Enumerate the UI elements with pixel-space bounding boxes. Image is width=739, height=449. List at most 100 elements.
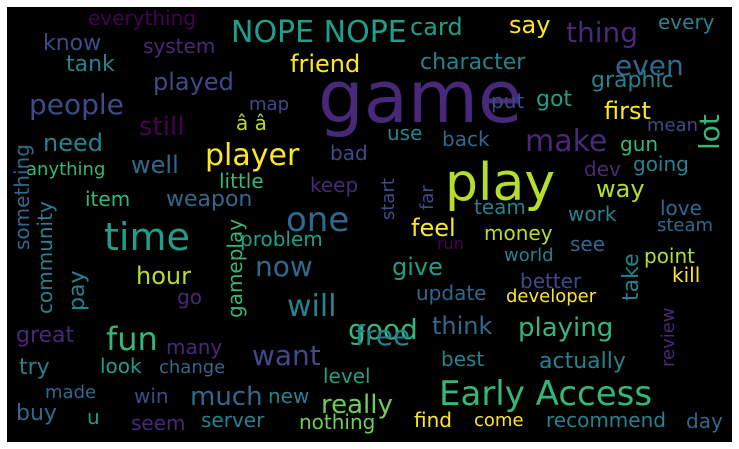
word-player: player xyxy=(205,138,300,173)
word-many: many xyxy=(166,335,223,359)
word-good: good xyxy=(348,313,418,346)
word-say: say xyxy=(509,11,551,39)
word-far: far xyxy=(417,185,438,210)
word-think: think xyxy=(432,312,493,340)
word-early-access: Early Access xyxy=(439,374,653,414)
word-win: win xyxy=(134,384,169,408)
word-dev: dev xyxy=(584,157,621,181)
word-people: people xyxy=(29,88,124,121)
word-better: better xyxy=(520,269,582,293)
word-mean: mean xyxy=(647,115,699,136)
word-still: still xyxy=(139,112,185,142)
word-need: need xyxy=(43,129,103,157)
word-steam: steam xyxy=(657,215,714,236)
word-server: server xyxy=(201,408,265,432)
word-developer: developer xyxy=(506,286,597,307)
word-go: go xyxy=(177,285,202,309)
word-best: best xyxy=(441,347,485,371)
word-item: item xyxy=(85,187,131,211)
word-seem: seem xyxy=(131,411,186,435)
word-first: first xyxy=(604,97,651,125)
word-way: way xyxy=(596,175,645,203)
word-actually: actually xyxy=(539,349,626,374)
word-back: back xyxy=(442,127,490,151)
word-know: know xyxy=(43,31,102,56)
word-now: now xyxy=(255,250,313,283)
word-look: look xyxy=(100,354,142,378)
word-played: played xyxy=(153,68,234,96)
word-great: great xyxy=(16,323,75,348)
word-recommend: recommend xyxy=(546,408,666,432)
word-take: take xyxy=(619,253,644,301)
word-playing: playing xyxy=(518,313,614,343)
word-buy: buy xyxy=(16,401,57,426)
word-world: world xyxy=(504,245,554,266)
word-feel: feel xyxy=(411,214,456,242)
word-love: love xyxy=(660,196,702,220)
word-really: really xyxy=(321,390,393,420)
word-pay: pay xyxy=(65,270,90,311)
word-nope-nope: NOPE NOPE xyxy=(231,15,407,50)
word-character: character xyxy=(420,50,526,75)
word-map: map xyxy=(249,94,289,115)
word-something: something xyxy=(10,144,34,250)
word-change: change xyxy=(159,357,226,378)
word-make: make xyxy=(525,124,608,159)
word-everything: everything xyxy=(88,7,196,30)
word-money: money xyxy=(484,221,553,245)
word-come: come xyxy=(474,410,524,431)
word-friend: friend xyxy=(290,50,361,78)
word-will: will xyxy=(287,289,337,324)
word-new: new xyxy=(268,384,310,408)
word-problem: problem xyxy=(240,227,323,251)
word-work: work xyxy=(568,202,617,226)
word-put: put xyxy=(491,89,525,113)
word-day: day xyxy=(686,409,723,433)
word-little: little xyxy=(219,169,264,193)
word-card: card xyxy=(410,13,463,41)
word-bad: bad xyxy=(330,141,368,165)
word-cloud: game play Early Access time NOPE NOPE pl… xyxy=(7,7,732,442)
word-team: team xyxy=(474,195,526,219)
word-well: well xyxy=(131,151,179,179)
word-start: start xyxy=(378,178,399,220)
word-game: game xyxy=(318,55,523,139)
word-lot: lot xyxy=(693,114,726,150)
word-give: give xyxy=(392,253,443,281)
word-u: u xyxy=(87,405,100,429)
word-keep: keep xyxy=(310,173,359,197)
word-see: see xyxy=(570,232,606,256)
word-gameplay: gameplay xyxy=(223,218,247,318)
word-point: point xyxy=(644,244,696,268)
word-hour: hour xyxy=(136,262,191,290)
word-weapon: weapon xyxy=(166,187,253,212)
word-try: try xyxy=(19,355,50,380)
word-anything: anything xyxy=(26,159,106,180)
word-going: going xyxy=(633,152,689,176)
word-a-hat: â â xyxy=(236,111,267,135)
word-nothing: nothing xyxy=(299,410,376,434)
word-update: update xyxy=(416,281,487,305)
word-time: time xyxy=(104,215,190,259)
word-want: want xyxy=(252,339,321,372)
word-every: every xyxy=(658,10,715,34)
word-free: free xyxy=(355,319,411,352)
word-one: one xyxy=(286,200,350,240)
word-play: play xyxy=(445,153,556,213)
word-tank: tank xyxy=(66,52,115,77)
word-fun: fun xyxy=(106,320,158,358)
word-thing: thing xyxy=(566,16,639,49)
word-system: system xyxy=(143,34,216,58)
word-even: even xyxy=(615,49,684,82)
word-level: level xyxy=(323,364,371,388)
word-community: community xyxy=(33,201,57,314)
word-run: run xyxy=(437,234,464,253)
word-made: made xyxy=(45,382,97,403)
word-review: review xyxy=(658,307,679,367)
word-gun: gun xyxy=(620,132,659,156)
word-got: got xyxy=(536,87,573,112)
word-kill: kill xyxy=(672,263,701,287)
word-graphic: graphic xyxy=(591,68,674,93)
word-much: much xyxy=(190,382,263,412)
word-use: use xyxy=(387,121,423,145)
